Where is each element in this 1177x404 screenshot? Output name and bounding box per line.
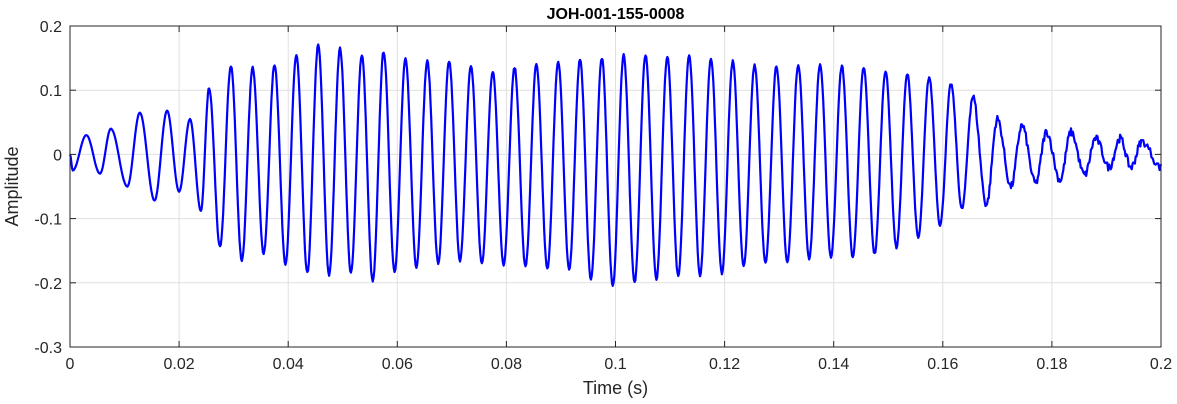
x-tick-label: 0.2 [1150, 356, 1172, 373]
series-layer [68, 43, 1163, 287]
y-tick-label: 0 [53, 147, 62, 164]
x-tick-label: 0.06 [382, 356, 413, 373]
x-tick-label: 0 [66, 356, 75, 373]
y-axis-label: Amplitude [2, 146, 22, 226]
y-tick-label: -0.3 [34, 340, 62, 357]
x-tick-label: 0.04 [273, 356, 304, 373]
x-axis-label: Time (s) [583, 378, 648, 398]
tick-marks [69, 25, 1162, 348]
x-tick-label: 0.18 [1036, 356, 1067, 373]
x-tick-label: 0.1 [604, 356, 626, 373]
y-tick-label: 0.1 [40, 83, 62, 100]
y-tick-label: -0.1 [34, 212, 62, 229]
x-tick-label: 0.12 [709, 356, 740, 373]
amplitude-series-line [68, 43, 1163, 287]
chart-title: JOH-001-155-0008 [547, 6, 685, 23]
y-tick-label: -0.2 [34, 276, 62, 293]
x-tick-labels: 0 0.02 0.04 0.06 0.08 0.1 0.12 0.14 0.16 0.18 0.2 [66, 356, 1173, 373]
x-tick-label: 0.16 [927, 356, 958, 373]
x-tick-label: 0.14 [818, 356, 849, 373]
x-tick-label: 0.02 [164, 356, 195, 373]
y-tick-label: 0.2 [40, 19, 62, 36]
x-tick-label: 0.08 [491, 356, 522, 373]
y-tick-labels: -0.3 -0.2 -0.1 0 0.1 0.2 [34, 19, 62, 357]
